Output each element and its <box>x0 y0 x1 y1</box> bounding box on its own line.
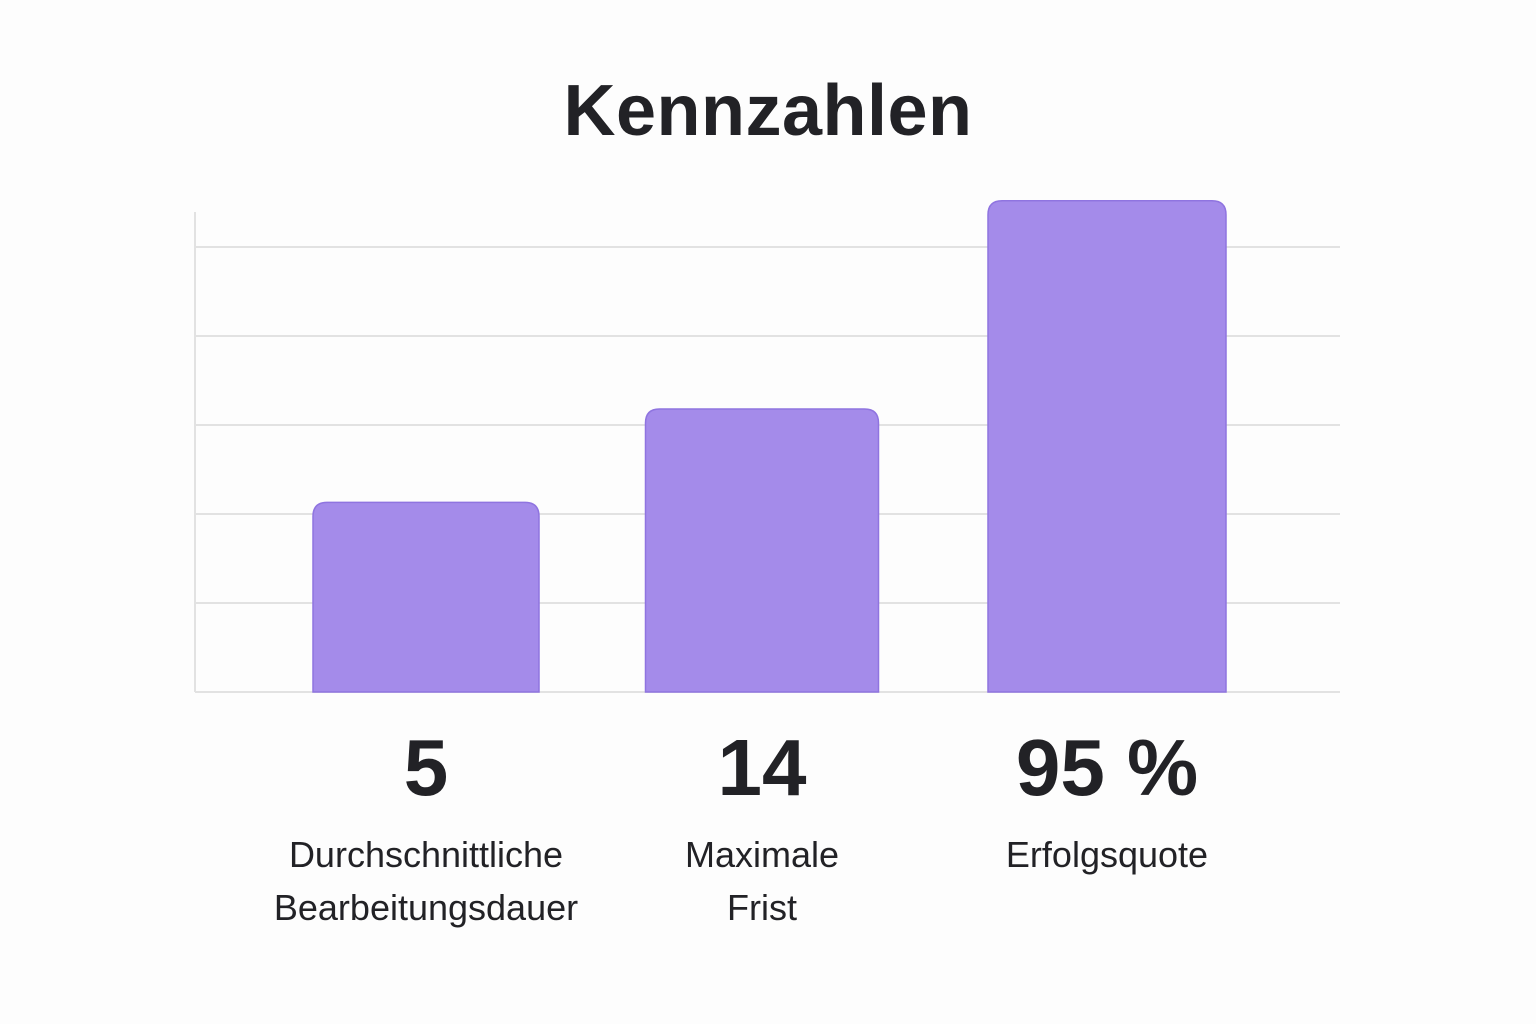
bar-0 <box>312 501 540 693</box>
value-label: 14 <box>717 723 807 812</box>
value-label: 95 % <box>1015 723 1199 812</box>
category-label: Erfolgsquote <box>1005 834 1209 875</box>
bar-2 <box>987 199 1227 693</box>
category-label: Durchschnittliche Bearbeitungsdauer <box>273 834 579 928</box>
chart-title: Kennzahlen <box>563 71 973 151</box>
value-label: 5 <box>403 723 449 812</box>
bar-1 <box>644 408 880 693</box>
category-label: Maximale Frist <box>684 834 840 928</box>
